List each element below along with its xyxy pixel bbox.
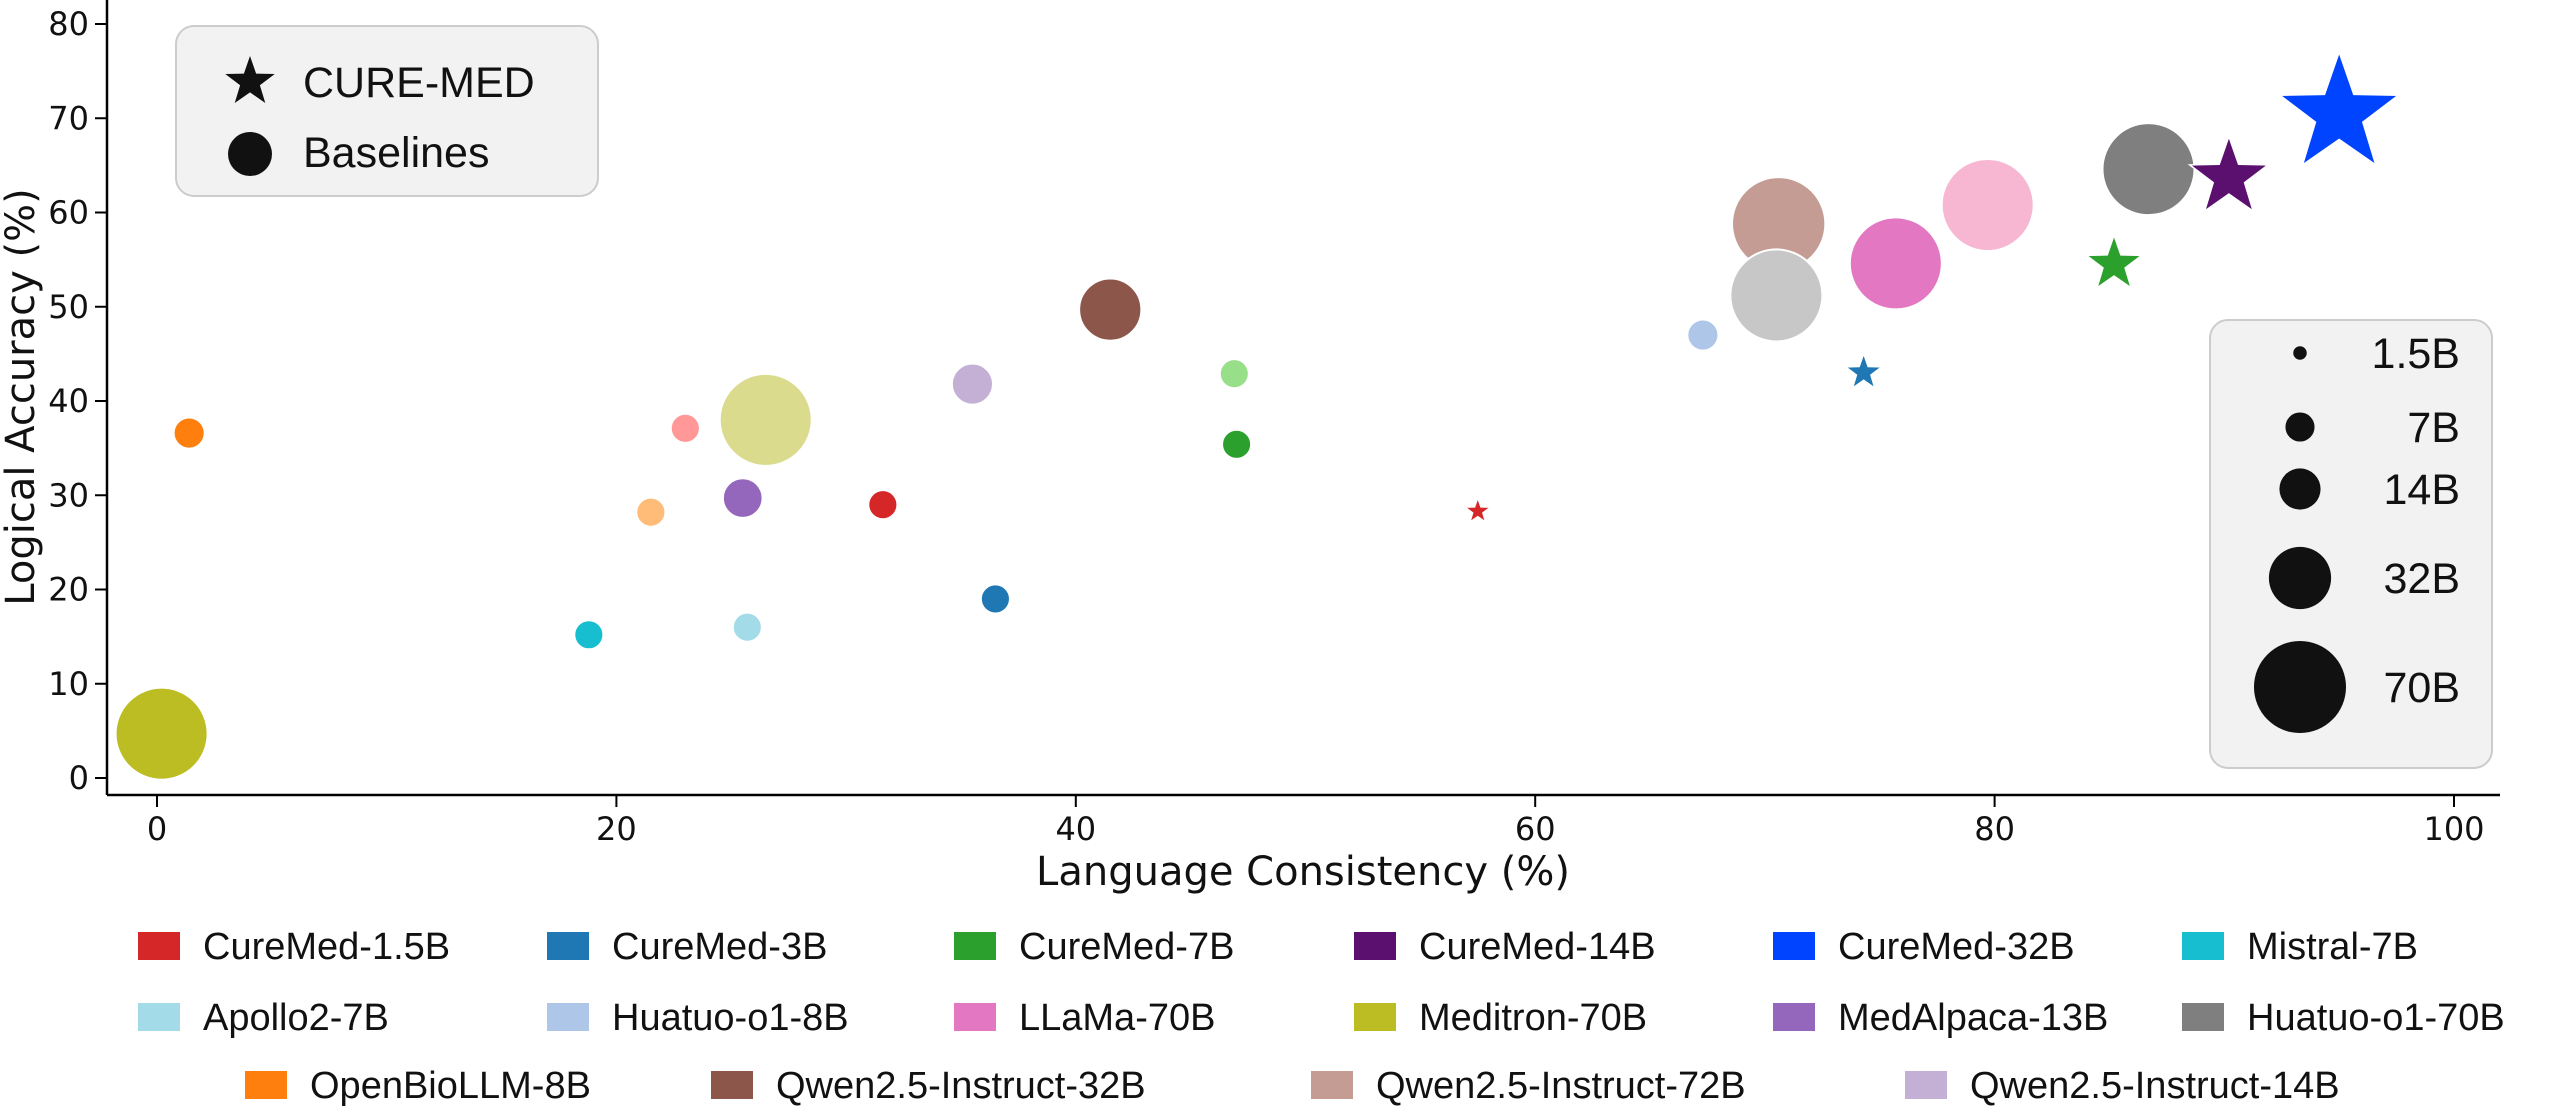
axis-ticks: 0 20 40 60 80 100 0 10 20 30 40 50 60 70 80 (48, 5, 2484, 848)
point-baseline-4 (867, 489, 899, 521)
y-tick-label: 20 (48, 571, 89, 609)
legend-swatch-qwen2-5-instruct-14b (1905, 1071, 1947, 1099)
legend-swatch-llama-70b (954, 1003, 996, 1031)
point-huatuo-o1-70b (2101, 122, 2196, 217)
legend-label-openbiollm-8b: OpenBioLLM-8B (310, 1065, 591, 1107)
point-curemed-7b (2084, 232, 2144, 290)
legend-swatch-curemed-1-5b (138, 932, 180, 960)
legend-swatch-curemed-14b (1354, 932, 1396, 960)
legend-label-qwen2-5-instruct-32b: Qwen2.5-Instruct-32B (776, 1065, 1146, 1107)
point-huatuo-o1-8b (1686, 318, 1720, 352)
marker-legend: CURE-MED Baselines (175, 25, 599, 197)
legend-label-curemed-7b: CureMed-7B (1019, 926, 1234, 968)
point-baseline-6 (669, 412, 701, 444)
point-baseline-9 (1729, 248, 1824, 343)
y-tick-label: 60 (48, 194, 89, 232)
point-curemed-32b (2277, 49, 2401, 167)
size-legend: 1.5B 7B 14B 32B 70B (2209, 319, 2493, 769)
legend-label-mistral-7b: Mistral-7B (2247, 926, 2418, 968)
marker-legend-circle (228, 132, 272, 176)
legend-swatch-curemed-32b (1773, 932, 1815, 960)
legend-swatch-openbiollm-8b (245, 1071, 287, 1099)
legend-swatch-medalpaca-13b (1773, 1003, 1815, 1031)
y-tick-label: 10 (48, 665, 89, 703)
legend-swatch-qwen2-5-instruct-72b (1311, 1071, 1353, 1099)
data-marks (114, 49, 2401, 781)
x-tick-label: 100 (2423, 810, 2484, 848)
point-medalpaca-13b (721, 477, 764, 519)
legend-label-medalpaca-13b: MedAlpaca-13B (1838, 997, 2108, 1039)
point-curemed-3b (1843, 351, 1884, 390)
size-legend-label: 7B (2407, 404, 2460, 452)
y-tick-label: 0 (69, 759, 89, 797)
size-legend-circle (2293, 346, 2307, 360)
point-baseline-1 (1221, 428, 1253, 460)
y-tick-label: 70 (48, 99, 89, 137)
point-apollo2-7b (731, 611, 763, 643)
x-tick-label: 20 (596, 810, 637, 848)
point-baseline-5 (635, 496, 667, 528)
size-legend-circle (2279, 468, 2321, 510)
axes (105, 0, 2500, 797)
size-legend-circle (2253, 640, 2347, 734)
legend-label-qwen2-5-instruct-14b: Qwen2.5-Instruct-14B (1970, 1065, 2340, 1107)
x-tick-label: 0 (147, 810, 167, 848)
legend-swatch-qwen2-5-instruct-32b (711, 1071, 753, 1099)
point-baseline-8 (1940, 157, 2035, 252)
size-legend-label: 32B (2383, 555, 2460, 603)
y-axis-label: Logical Accuracy (%) (0, 188, 44, 605)
point-baseline-7 (718, 372, 813, 467)
point-openbiollm-8b (172, 416, 206, 450)
y-tick-label: 80 (48, 5, 89, 43)
legend-label-qwen2-5-instruct-72b: Qwen2.5-Instruct-72B (1376, 1065, 1746, 1107)
x-tick-label: 40 (1055, 810, 1096, 848)
legend-swatch-apollo2-7b (138, 1003, 180, 1031)
marker-legend-star (225, 56, 275, 104)
legend-swatch-meditron-70b (1354, 1003, 1396, 1031)
point-qwen2-5-instruct-14b (950, 362, 995, 406)
point-meditron-70b (114, 686, 209, 781)
legend-label-curemed-3b: CureMed-3B (612, 926, 827, 968)
point-curemed-1-5b (1462, 495, 1493, 525)
legend-swatch-curemed-3b (547, 932, 589, 960)
point-curemed-14b (2187, 134, 2271, 213)
legend-swatch-huatuo-o1-8b (547, 1003, 589, 1031)
series-legend: CureMed-1.5B CureMed-3B CureMed-7B CureMed-… (138, 926, 2505, 1107)
size-legend-circle (2268, 546, 2332, 610)
legend-label-curemed-1-5b: CureMed-1.5B (203, 926, 450, 968)
y-tick-label: 40 (48, 382, 89, 420)
legend-label-huatuo-o1-70b: Huatuo-o1-70B (2247, 997, 2505, 1039)
legend-swatch-huatuo-o1-70b (2182, 1003, 2224, 1031)
legend-label-apollo2-7b: Apollo2-7B (203, 997, 389, 1039)
y-tick-label: 30 (48, 476, 89, 514)
legend-swatch-curemed-7b (954, 932, 996, 960)
marker-legend-label: Baselines (303, 129, 489, 177)
point-baseline-3 (979, 583, 1011, 615)
legend-swatch-mistral-7b (2182, 932, 2224, 960)
marker-legend-frame (175, 25, 599, 197)
legend-label-meditron-70b: Meditron-70B (1419, 997, 1647, 1039)
size-legend-label: 14B (2383, 466, 2460, 514)
size-legend-label: 70B (2383, 664, 2460, 712)
size-legend-circle (2285, 412, 2315, 442)
legend-label-curemed-14b: CureMed-14B (1419, 926, 1656, 968)
point-qwen2-5-instruct-32b (1078, 277, 1143, 342)
legend-label-llama-70b: LLaMa-70B (1019, 997, 1215, 1039)
x-axis-label: Language Consistency (%) (1036, 849, 1570, 895)
marker-legend-label: CURE-MED (303, 59, 535, 107)
x-tick-label: 60 (1515, 810, 1556, 848)
point-llama-70b (1848, 216, 1943, 311)
point-baseline-2 (1218, 358, 1250, 390)
y-tick-label: 50 (48, 288, 89, 326)
legend-label-curemed-32b: CureMed-32B (1838, 926, 2075, 968)
point-mistral-7b (573, 619, 605, 651)
legend-label-huatuo-o1-8b: Huatuo-o1-8B (612, 997, 849, 1039)
size-legend-label: 1.5B (2372, 330, 2460, 378)
x-tick-label: 80 (1974, 810, 2015, 848)
